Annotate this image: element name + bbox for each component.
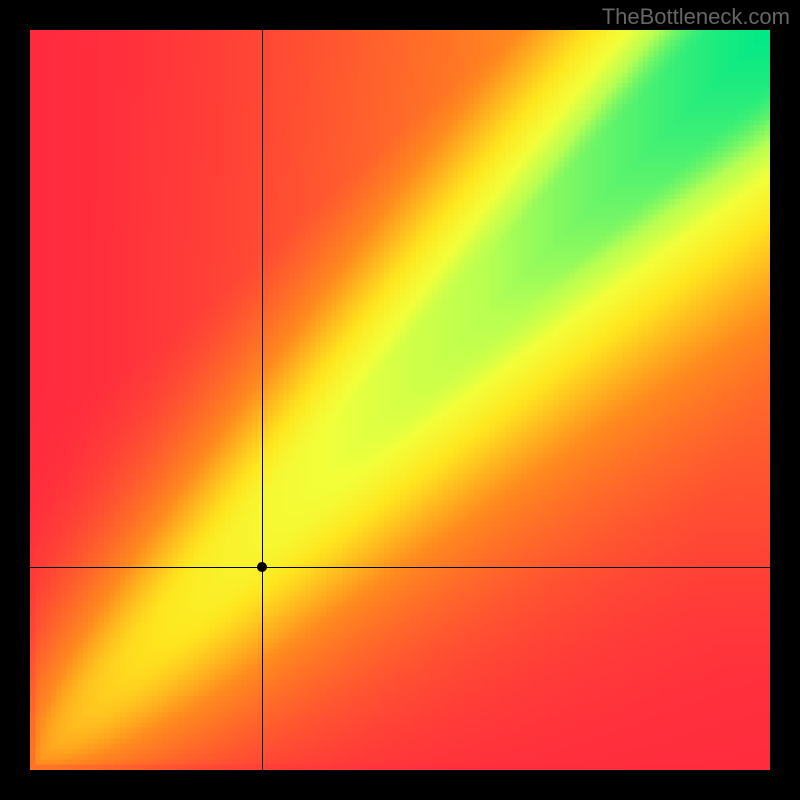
crosshair-horizontal: [30, 567, 770, 568]
crosshair-vertical: [262, 30, 263, 770]
watermark-text: TheBottleneck.com: [602, 4, 790, 30]
plot-area: [30, 30, 770, 770]
chart-container: TheBottleneck.com: [0, 0, 800, 800]
marker-dot: [257, 562, 267, 572]
heatmap-canvas: [30, 30, 770, 770]
